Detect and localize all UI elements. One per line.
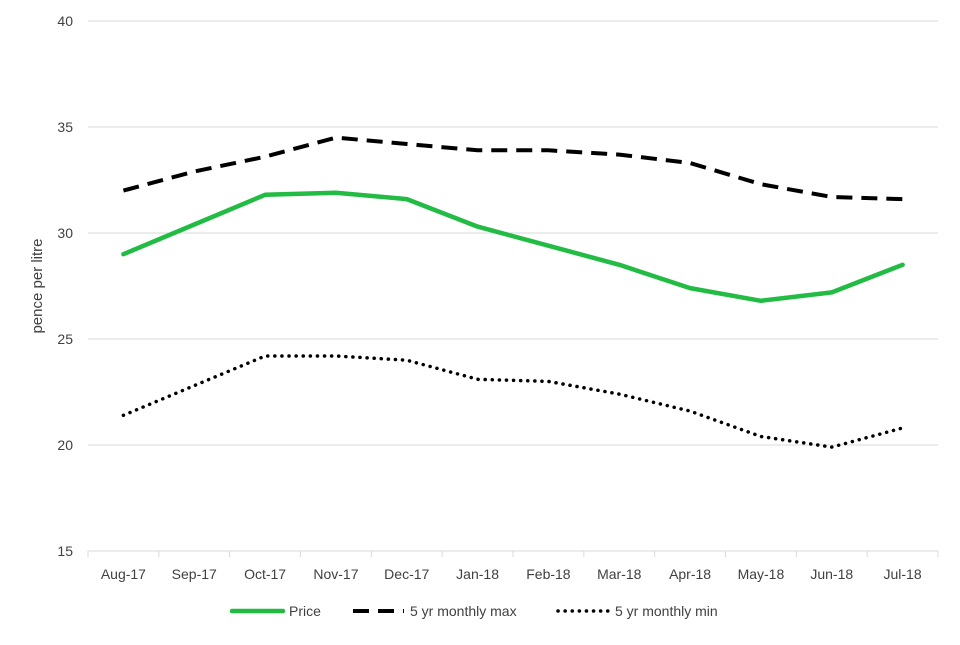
- series-lines: [123, 138, 902, 448]
- x-tick-label: Jul-18: [884, 566, 922, 582]
- series-line-price: [123, 193, 902, 301]
- legend: Price 5 yr monthly max 5 yr monthly min: [232, 603, 718, 619]
- x-tick-label: Oct-17: [244, 566, 286, 582]
- legend-label: 5 yr monthly min: [615, 603, 718, 619]
- series-line-5-yr-monthly-min: [123, 356, 902, 447]
- x-tick-label: Jun-18: [810, 566, 853, 582]
- legend-label: Price: [289, 603, 321, 619]
- x-tick-label: May-18: [738, 566, 785, 582]
- x-axis-tick-labels: Aug-17 Sep-17 Oct-17 Nov-17 Dec-17 Jan-18 Feb-…: [101, 566, 922, 582]
- y-tick-label: 40: [57, 13, 73, 29]
- x-tick-label: Mar-18: [597, 566, 642, 582]
- series-line-5-yr-monthly-max: [123, 138, 902, 200]
- x-tick-label: Feb-18: [526, 566, 571, 582]
- gridlines: [88, 21, 938, 557]
- y-axis-title: pence per litre: [29, 238, 46, 333]
- x-tick-label: Nov-17: [313, 566, 358, 582]
- y-axis-tick-labels: 15 20 25 30 35 40: [57, 13, 73, 559]
- y-tick-label: 30: [57, 225, 73, 241]
- x-tick-label: Aug-17: [101, 566, 146, 582]
- x-tick-label: Sep-17: [172, 566, 217, 582]
- x-tick-label: Apr-18: [669, 566, 711, 582]
- y-tick-label: 25: [57, 331, 73, 347]
- y-tick-label: 35: [57, 119, 73, 135]
- y-tick-label: 20: [57, 437, 73, 453]
- legend-label: 5 yr monthly max: [410, 603, 517, 619]
- x-tick-label: Jan-18: [456, 566, 499, 582]
- y-tick-label: 15: [57, 543, 73, 559]
- x-tick-label: Dec-17: [384, 566, 429, 582]
